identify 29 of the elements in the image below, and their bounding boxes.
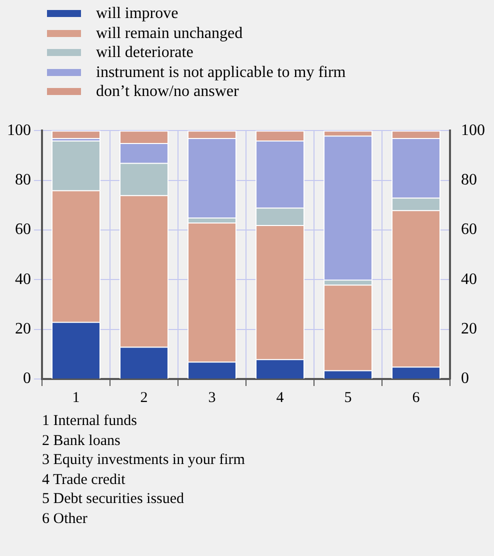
y-tick-label: 40: [15, 270, 31, 288]
text: 1 Internal funds: [42, 412, 138, 431]
x-tick-label: 2: [140, 390, 148, 406]
text: 6 Other: [42, 510, 88, 528]
y-tick-label: 20: [15, 320, 31, 338]
y2-tick-label: 60: [461, 221, 477, 238]
y-tick-label: 60: [15, 221, 31, 238]
legend-label: will improve: [96, 4, 178, 24]
legend-label: will deteriorate: [96, 43, 194, 62]
x-tick-label: 5: [344, 390, 352, 406]
legend-label: instrument is not applicable to my firm: [96, 62, 346, 82]
y2-tick-label: 0: [461, 370, 469, 388]
y2-tick-label: 100: [461, 122, 485, 139]
y-tick-label: 0: [23, 370, 31, 388]
text: 4 Trade credit: [42, 470, 126, 490]
x-tick-label: 3: [208, 390, 216, 406]
y2-tick-label: 80: [461, 171, 477, 188]
text: 2 Bank loans: [42, 432, 122, 450]
x-tick-label: 6: [412, 390, 420, 406]
y2-tick-label: 20: [461, 320, 477, 338]
x-tick-label: 4: [276, 390, 284, 406]
y2-tick-label: 40: [461, 270, 477, 288]
text: 5 Debt securities issued: [42, 490, 186, 509]
y-tick-label: 100: [7, 122, 31, 139]
y-tick-label: 80: [15, 171, 31, 188]
text: 3 Equity investments in your firm: [42, 451, 245, 470]
legend-label: don’t know/no answer: [96, 82, 239, 102]
x-tick-label: 1: [72, 390, 80, 406]
legend-label: will remain unchanged: [96, 24, 243, 43]
